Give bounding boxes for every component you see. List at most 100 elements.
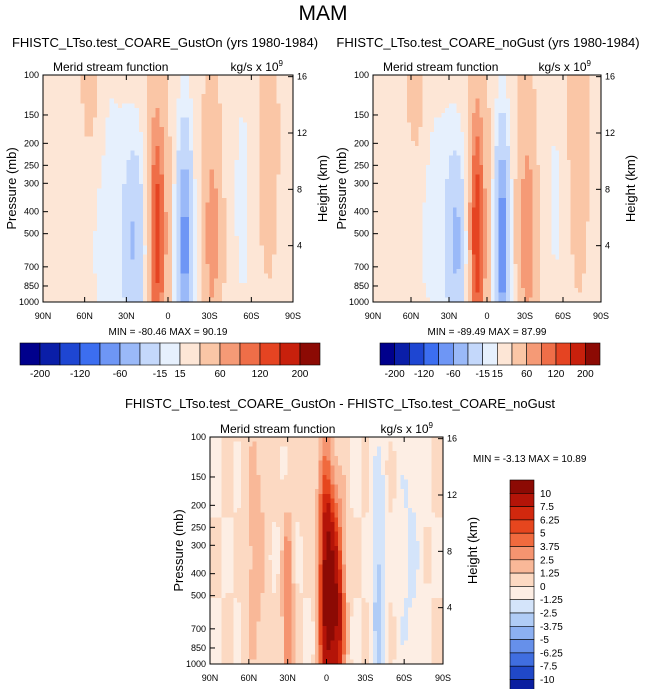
heatmap-cell (479, 79, 484, 86)
heatmap-cell (288, 131, 294, 138)
heatmap-cell (84, 93, 90, 100)
heatmap-cell (373, 212, 378, 218)
heatmap-cell (80, 131, 86, 138)
heatmap-cell (276, 216, 282, 223)
heatmap-cell (113, 202, 119, 209)
heatmap-cell (155, 103, 161, 109)
heatmap-cell (151, 297, 157, 303)
heatmap-cell (284, 278, 290, 284)
heatmap-cell (392, 183, 397, 190)
heatmap-cell (268, 155, 273, 161)
heatmap-cell (251, 287, 257, 294)
heatmap-cell (487, 174, 492, 180)
heatmap-cell (288, 231, 294, 237)
heatmap-cell (176, 202, 182, 209)
heatmap-cell (380, 197, 385, 204)
heatmap-cell (84, 145, 90, 152)
heatmap-cell (109, 245, 115, 251)
heatmap-cell (205, 150, 211, 156)
heatmap-cell (521, 179, 526, 185)
heatmap-cell (433, 93, 439, 100)
panel2-title: FHISTC_LTso.test_COARE_noGust (yrs 1980-… (336, 35, 640, 50)
heatmap-cell (226, 127, 232, 133)
heatmap-cell (418, 179, 423, 185)
heatmap-cell (288, 98, 294, 104)
heatmap-cell (155, 283, 161, 289)
heatmap-cell (532, 108, 537, 114)
heatmap-cell (422, 273, 427, 279)
heatmap-cell (414, 89, 420, 95)
heatmap-cell (159, 164, 165, 171)
heatmap-cell (388, 179, 393, 185)
heatmap-cell (134, 188, 140, 194)
heatmap-cell (494, 141, 499, 147)
heatmap-cell (55, 197, 61, 204)
heatmap-cell (399, 112, 404, 119)
heatmap-cell (380, 141, 385, 147)
heatmap-cell (197, 249, 202, 256)
heatmap-cell (521, 235, 526, 242)
heatmap-cell (506, 84, 511, 90)
heatmap-cell (234, 98, 240, 104)
heatmap-cell (80, 278, 86, 284)
heatmap-cell (407, 287, 412, 294)
heatmap-cell (76, 268, 82, 275)
heatmap-cell (218, 249, 223, 256)
heatmap-cell (180, 145, 186, 152)
heatmap-cell (130, 164, 136, 171)
heatmap-cell (490, 89, 496, 95)
heatmap-cell (168, 221, 173, 227)
heatmap-cell (126, 188, 132, 194)
heatmap-cell (441, 249, 446, 256)
heatmap-cell (502, 197, 507, 204)
heatmap-cell (403, 174, 408, 180)
heatmap-cell (456, 84, 461, 90)
heatmap-cell (72, 103, 77, 109)
heatmap-cell (101, 174, 107, 180)
heatmap-cell (483, 202, 488, 209)
heatmap-cell (373, 188, 378, 194)
heatmap-cell (392, 254, 397, 261)
heatmap-cell (88, 112, 94, 119)
heatmap-cell (407, 193, 412, 199)
heatmap-cell (456, 231, 461, 237)
heatmap-cell (288, 202, 294, 209)
heatmap-cell (180, 164, 186, 171)
heatmap-cell (193, 226, 198, 232)
heatmap-cell (126, 231, 132, 237)
heatmap-cell (433, 273, 439, 279)
heatmap-cell (468, 164, 473, 171)
heatmap-cell (88, 89, 94, 95)
heatmap-cell (259, 212, 265, 218)
heatmap-cell (418, 221, 423, 227)
heatmap-cell (483, 155, 488, 161)
heatmap-cell (460, 98, 465, 104)
heatmap-cell (134, 155, 140, 161)
heatmap-cell (55, 264, 61, 270)
heatmap-cell (243, 245, 248, 251)
heatmap-cell (230, 84, 236, 90)
heatmap-cell (449, 202, 454, 209)
heatmap-cell (441, 259, 446, 265)
heatmap-cell (109, 136, 115, 142)
heatmap-cell (263, 193, 269, 199)
heatmap-cell (513, 141, 518, 147)
heatmap-cell (395, 216, 401, 223)
heatmap-cell (395, 108, 401, 114)
heatmap-cell (456, 292, 461, 298)
heatmap-cell (288, 259, 294, 265)
heatmap-cell (59, 278, 65, 284)
heatmap-cell (399, 136, 404, 142)
heatmap-cell (373, 75, 378, 81)
heatmap-cell (113, 207, 119, 213)
heatmap-cell (506, 292, 511, 298)
heatmap-cell (188, 155, 194, 161)
heatmap-cell (47, 174, 52, 180)
heatmap-cell (218, 179, 223, 185)
heatmap-cell (513, 131, 518, 138)
heatmap-cell (433, 278, 439, 284)
heatmap-cell (126, 287, 132, 294)
heatmap-cell (51, 75, 57, 81)
heatmap-cell (218, 136, 223, 142)
heatmap-cell (373, 141, 378, 147)
